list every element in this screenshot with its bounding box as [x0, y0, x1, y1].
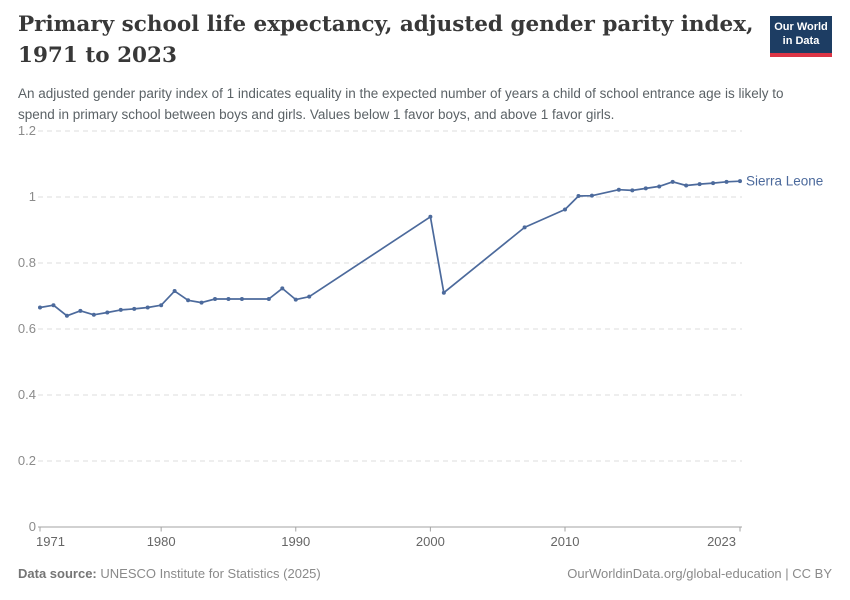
svg-text:0: 0 [29, 519, 36, 534]
svg-text:1: 1 [29, 189, 36, 204]
svg-text:1980: 1980 [147, 534, 176, 549]
svg-text:2023: 2023 [707, 534, 736, 549]
data-source-label: Data source: [18, 566, 97, 581]
x-axis [38, 526, 742, 532]
svg-text:0.2: 0.2 [18, 453, 36, 468]
owid-logo-line2: in Data [782, 35, 820, 48]
series-line[interactable] [39, 180, 741, 317]
y-axis-labels: 0 0.2 0.4 0.6 0.8 1 1.2 [18, 123, 36, 534]
page-title: Primary school life expectancy, adjusted… [18, 12, 754, 68]
svg-text:0.4: 0.4 [18, 387, 36, 402]
chart-subtitle: An adjusted gender parity index of 1 ind… [18, 86, 784, 122]
svg-text:2010: 2010 [551, 534, 580, 549]
svg-text:0.8: 0.8 [18, 255, 36, 270]
data-source: Data source: UNESCO Institute for Statis… [18, 566, 321, 581]
data-source-text: UNESCO Institute for Statistics (2025) [100, 566, 321, 581]
entity-label[interactable]: Sierra Leone [746, 174, 823, 189]
attribution-link[interactable]: OurWorldinData.org/global-education | CC… [567, 566, 832, 581]
svg-text:1.2: 1.2 [18, 123, 36, 138]
owid-logo-line1: Our World [774, 21, 828, 33]
svg-text:1971: 1971 [36, 534, 65, 549]
chart-footer: Data source: UNESCO Institute for Statis… [18, 566, 832, 581]
owid-logo[interactable]: Our World in Data [770, 16, 832, 57]
svg-text:0.6: 0.6 [18, 321, 36, 336]
svg-text:2000: 2000 [416, 534, 445, 549]
line-chart-canvas[interactable]: 0 0.2 0.4 0.6 0.8 1 1.2 1971 1980 1990 2000 2010 202… [0, 118, 850, 562]
gridlines [38, 130, 742, 462]
x-axis-labels: 1971 1980 1990 2000 2010 2023 [36, 534, 736, 549]
svg-text:1990: 1990 [281, 534, 310, 549]
series-markers [38, 179, 742, 318]
